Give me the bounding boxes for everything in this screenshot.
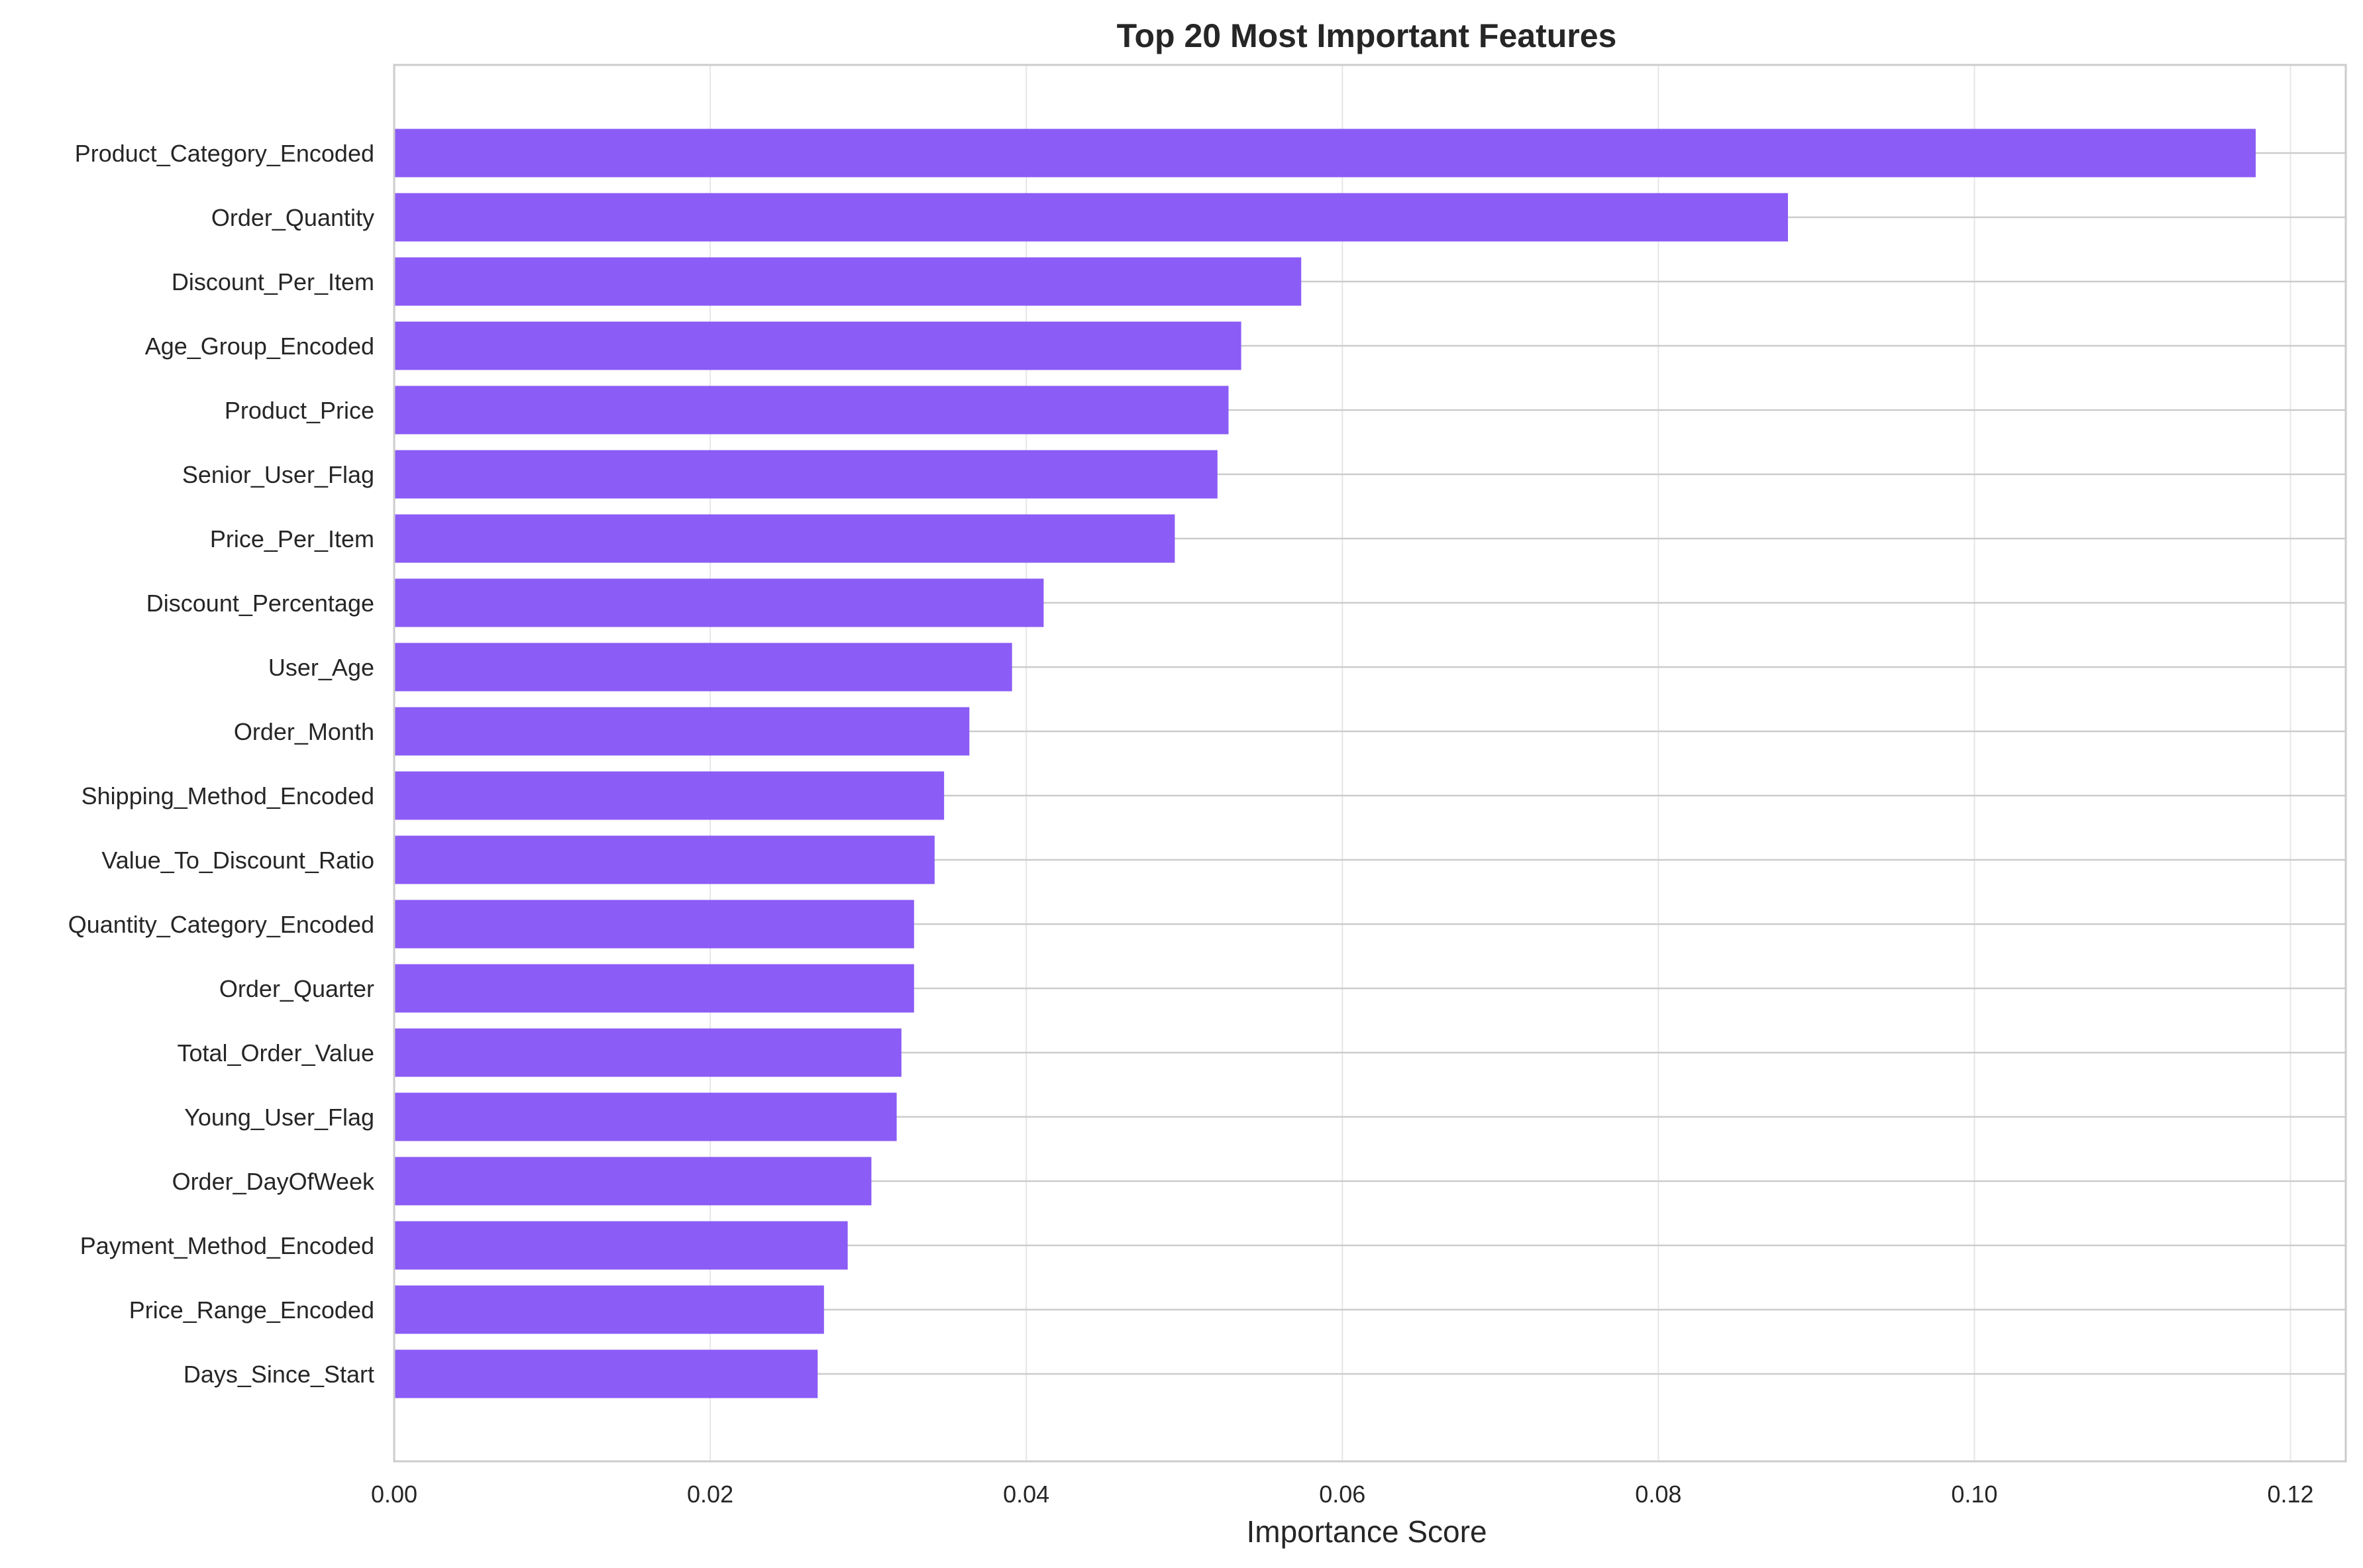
bar-discount-percentage <box>394 578 1044 627</box>
y-tick-label: Order_Quantity <box>211 204 374 231</box>
bar-discount-per-item <box>394 257 1302 306</box>
y-tick-label: Shipping_Method_Encoded <box>81 782 374 810</box>
y-tick-label: Order_Quarter <box>219 975 374 1002</box>
bar-total-order-value <box>394 1028 902 1077</box>
plot-frame <box>393 64 2347 1463</box>
y-tick-label: Discount_Per_Item <box>172 268 374 295</box>
y-tick-label: Days_Since_Start <box>184 1361 374 1388</box>
x-tick-label: 0.04 <box>1003 1481 1049 1508</box>
bar-price-range-encoded <box>394 1285 824 1334</box>
bar-age-group-encoded <box>394 321 1241 370</box>
bar-order-quarter <box>394 964 914 1013</box>
x-axis-label: Importance Score <box>1246 1514 1487 1549</box>
bar-product-category-encoded <box>394 129 2256 178</box>
x-tick-label: 0.00 <box>371 1481 417 1508</box>
x-tick-label: 0.12 <box>2267 1481 2313 1508</box>
x-tick-labels: 0.00 0.02 0.04 0.06 0.08 0.10 0.12 <box>371 1481 2314 1508</box>
bar-price-per-item <box>394 514 1175 563</box>
bar-quantity-category-encoded <box>394 900 914 949</box>
bar-product-price <box>394 386 1229 435</box>
y-tick-label: Order_DayOfWeek <box>172 1168 375 1195</box>
x-tick-label: 0.10 <box>1951 1481 1997 1508</box>
chart-title: Top 20 Most Important Features <box>1117 17 1617 54</box>
y-tick-label: Value_To_Discount_Ratio <box>101 847 374 874</box>
bar-order-quantity <box>394 193 1788 242</box>
y-tick-label: Discount_Percentage <box>146 590 374 617</box>
bar-layer <box>394 129 2256 1398</box>
bar-days-since-start <box>394 1349 818 1398</box>
spine-layer <box>393 64 2347 1463</box>
bar-shipping-method-encoded <box>394 771 945 820</box>
bar-order-month <box>394 707 970 756</box>
bar-value-to-discount-ratio <box>394 835 935 884</box>
y-tick-label: User_Age <box>268 654 374 681</box>
y-tick-label: Payment_Method_Encoded <box>80 1232 374 1259</box>
y-tick-label: Quantity_Category_Encoded <box>68 911 374 938</box>
y-tick-label: Price_Per_Item <box>210 525 374 552</box>
x-tick-label: 0.08 <box>1635 1481 1681 1508</box>
y-tick-label: Price_Range_Encoded <box>129 1296 374 1324</box>
y-tick-labels: Product_Category_Encoded Order_Quantity Di… <box>68 140 375 1388</box>
y-tick-label: Product_Price <box>225 397 374 424</box>
bar-young-user-flag <box>394 1092 897 1141</box>
y-tick-label: Young_User_Flag <box>184 1104 374 1131</box>
y-tick-label: Senior_User_Flag <box>182 461 374 488</box>
y-tick-label: Age_Group_Encoded <box>145 333 374 360</box>
bar-order-dayofweek <box>394 1157 872 1206</box>
bar-user-age <box>394 643 1012 692</box>
bar-senior-user-flag <box>394 450 1218 499</box>
x-tick-label: 0.02 <box>687 1481 733 1508</box>
x-tick-label: 0.06 <box>1319 1481 1365 1508</box>
y-tick-label: Product_Category_Encoded <box>75 140 374 167</box>
y-tick-label: Total_Order_Value <box>177 1039 374 1067</box>
y-tick-label: Order_Month <box>234 718 374 745</box>
bar-payment-method-encoded <box>394 1221 848 1270</box>
